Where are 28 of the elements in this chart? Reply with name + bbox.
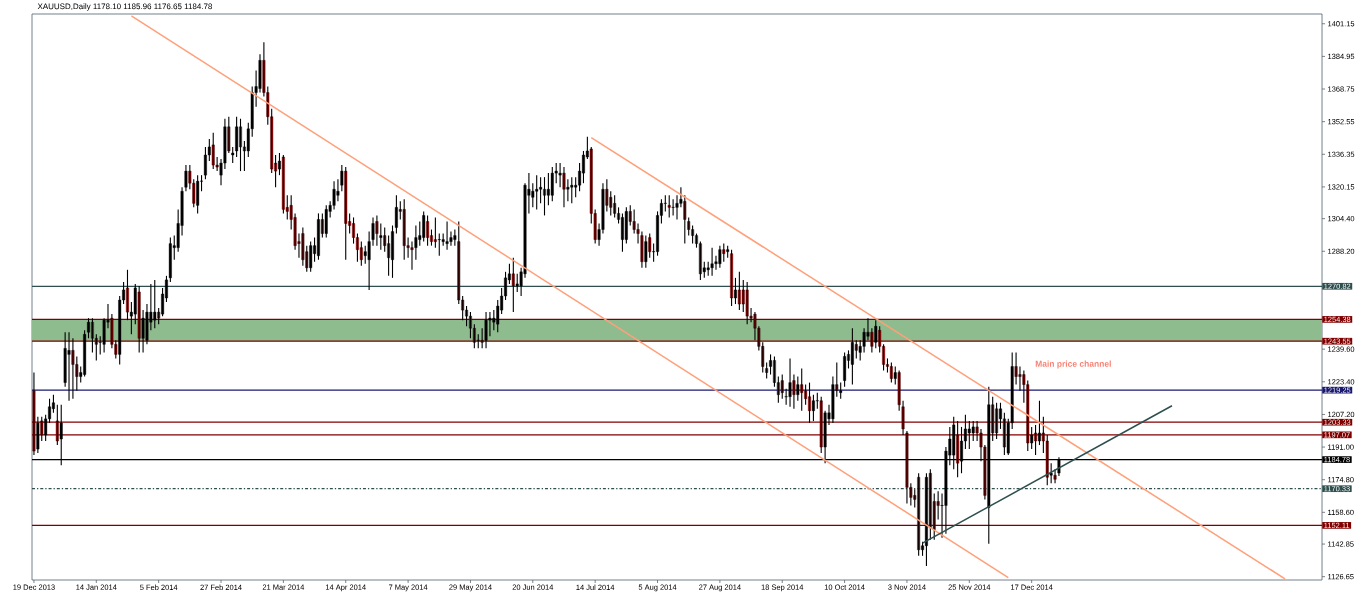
candlestick	[433, 216, 437, 249]
candlestick	[667, 194, 671, 218]
candlestick	[550, 166, 554, 202]
candlestick	[850, 327, 854, 386]
candlestick	[344, 166, 348, 261]
candlestick	[511, 257, 515, 313]
candlestick	[422, 210, 426, 243]
candlestick	[137, 285, 141, 353]
candlestick	[437, 233, 442, 257]
candlestick	[153, 279, 157, 329]
candlestick	[737, 271, 741, 311]
candlestick	[570, 176, 574, 204]
annotation: Main price channel	[1035, 360, 1111, 369]
candlestick	[745, 281, 749, 325]
candlestick	[309, 241, 313, 273]
candlestick	[889, 361, 893, 384]
candlestick	[281, 154, 285, 214]
candlestick	[800, 367, 804, 412]
candlestick	[324, 204, 328, 239]
candlestick	[211, 132, 215, 170]
candlestick	[644, 235, 648, 269]
candlestick	[402, 198, 406, 261]
candlestick	[196, 174, 200, 214]
candlestick	[917, 472, 921, 557]
candlestick	[874, 319, 878, 349]
candlestick	[648, 233, 652, 259]
candlestick	[55, 404, 59, 446]
candlestick	[535, 174, 539, 210]
